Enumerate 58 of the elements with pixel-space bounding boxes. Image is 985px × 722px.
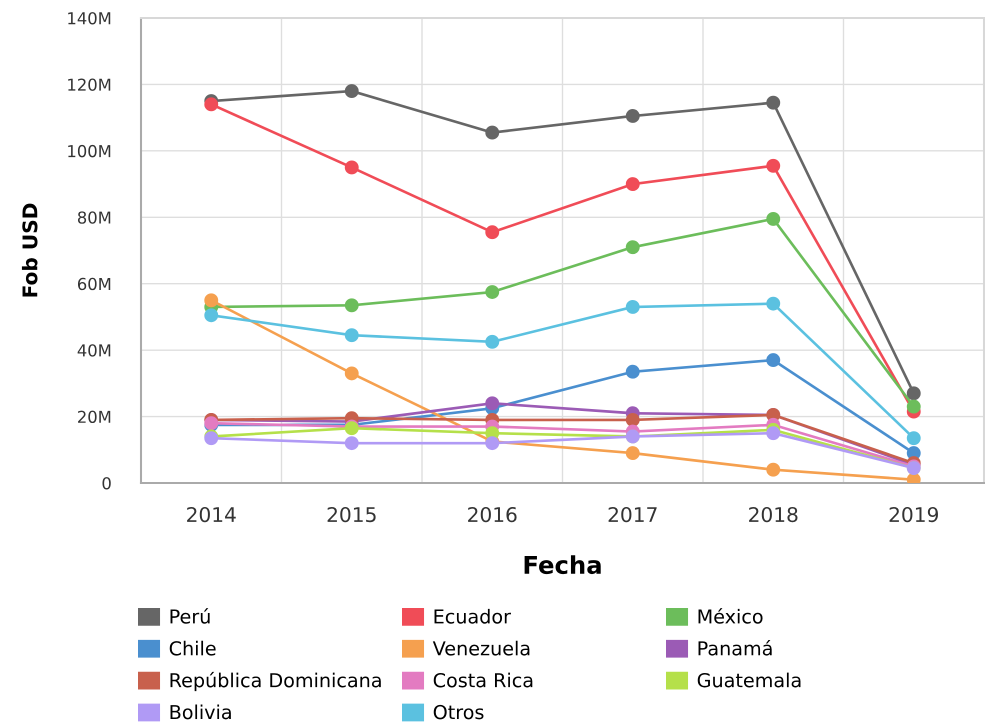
- point: [766, 426, 780, 440]
- point: [766, 96, 780, 110]
- point: [766, 212, 780, 226]
- legend-label: Otros: [434, 704, 484, 720]
- y-tick-label: 60M: [78, 278, 110, 290]
- point: [766, 296, 780, 311]
- legend-label: Panamá: [698, 640, 772, 656]
- point: [766, 462, 780, 477]
- point: [344, 160, 359, 174]
- point: [626, 300, 640, 314]
- x-tick-label: 2018: [749, 506, 798, 522]
- point: [906, 386, 921, 400]
- point: [485, 334, 500, 349]
- point: [204, 97, 218, 112]
- point: [344, 366, 359, 380]
- y-tick-label: 20M: [78, 410, 110, 424]
- point: [485, 285, 500, 299]
- point: [485, 396, 500, 410]
- point: [626, 364, 640, 379]
- y-tick-label: 0: [102, 477, 111, 490]
- point: [906, 400, 921, 414]
- legend-label: Chile: [170, 640, 216, 656]
- point: [204, 293, 218, 308]
- point: [344, 436, 359, 450]
- point: [344, 298, 359, 312]
- point: [626, 240, 640, 254]
- point: [344, 328, 359, 342]
- point: [766, 158, 780, 173]
- y-tick-label: 100M: [68, 144, 110, 158]
- legend-label: Venezuela: [432, 640, 530, 656]
- x-tick-label: 2016: [468, 506, 517, 522]
- legend-label: Bolivia: [170, 704, 231, 720]
- point: [626, 412, 640, 427]
- x-axis-title: Fecha: [524, 555, 601, 574]
- y-tick-label: 80M: [78, 211, 110, 224]
- y-tick-label: 40M: [78, 344, 110, 357]
- point: [626, 109, 640, 123]
- point: [626, 177, 640, 192]
- point: [485, 225, 500, 240]
- point: [204, 308, 218, 322]
- point: [766, 353, 780, 368]
- legend-label: México: [698, 608, 763, 624]
- legend-label: Costa Rica: [434, 672, 532, 688]
- point: [485, 126, 500, 140]
- legend-label: Ecuador: [434, 608, 511, 624]
- point: [344, 84, 359, 98]
- legend-label: Guatemala: [698, 672, 800, 688]
- legend-label: Perú: [170, 608, 210, 624]
- y-axis-title: Fob USD: [22, 204, 38, 297]
- x-tick-label: 2014: [187, 506, 236, 522]
- legend-label: República Dominicana: [170, 672, 381, 692]
- point: [906, 431, 921, 446]
- point: [626, 446, 640, 460]
- x-tick-label: 2017: [608, 506, 657, 522]
- y-tick-label: 140M: [68, 12, 110, 24]
- x-tick-label: 2019: [890, 506, 938, 522]
- x-tick-label: 2015: [328, 506, 376, 522]
- y-tick-label: 120M: [68, 78, 110, 91]
